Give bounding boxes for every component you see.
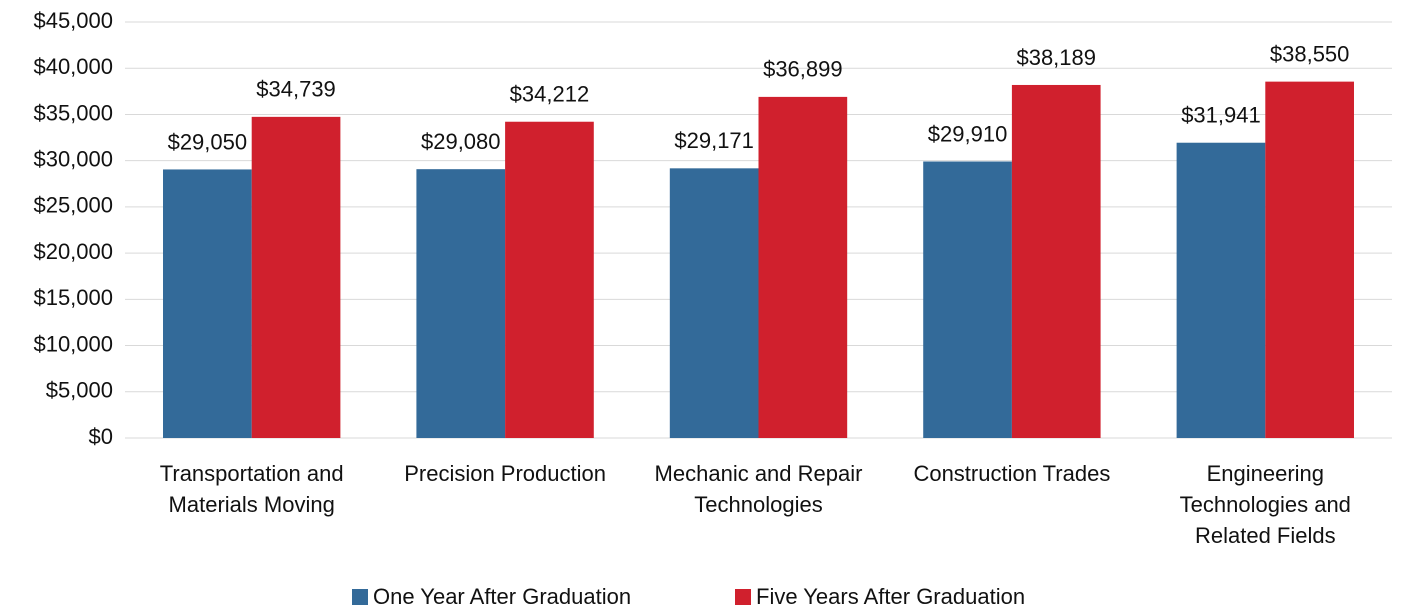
bar: [251, 116, 341, 439]
y-tick-label: $0: [89, 424, 113, 449]
legend-item: One Year After Graduation: [352, 583, 631, 608]
x-tick-label: Construction Trades: [913, 461, 1111, 486]
data-label: $29,080: [421, 129, 501, 154]
bar: [1265, 81, 1354, 439]
x-tick-label: Mechanic and Repair Technologies: [654, 461, 863, 517]
x-tick-label: Precision Production: [404, 461, 606, 486]
data-label: $29,171: [674, 128, 754, 153]
legend-swatch: [352, 589, 368, 605]
y-tick-label: $15,000: [33, 285, 113, 310]
y-tick-label: $45,000: [33, 8, 113, 33]
bar: [923, 161, 1012, 439]
bar: [505, 121, 594, 438]
data-label: $38,189: [1016, 45, 1096, 70]
legend-swatch: [735, 589, 751, 605]
data-label: $31,941: [1181, 103, 1261, 128]
data-label: $36,899: [763, 57, 843, 82]
data-label: $34,212: [510, 82, 590, 107]
legend-label: Five Years After Graduation: [756, 584, 1026, 608]
bar: [758, 96, 848, 438]
x-tick-label: Engineering Technologies and Related Fie…: [1179, 461, 1351, 548]
data-label: $29,050: [168, 129, 248, 154]
y-tick-label: $40,000: [33, 54, 113, 79]
y-tick-label: $10,000: [33, 331, 113, 356]
bar: [669, 168, 759, 438]
bar: [416, 169, 506, 438]
y-tick-label: $5,000: [46, 378, 113, 403]
y-tick-label: $35,000: [33, 100, 113, 125]
legend-item: Five Years After Graduation: [735, 583, 1025, 608]
y-tick-label: $25,000: [33, 193, 113, 218]
legend-label: One Year After Graduation: [373, 584, 632, 608]
bar: [1011, 84, 1101, 438]
bar: [1176, 142, 1266, 438]
x-tick-label: Transportation and Materials Moving: [159, 461, 344, 517]
data-label: $29,910: [928, 121, 1008, 146]
bar: [163, 169, 252, 438]
data-label: $34,739: [256, 77, 336, 102]
y-tick-label: $30,000: [33, 146, 113, 171]
data-label: $38,550: [1270, 41, 1350, 66]
y-tick-label: $20,000: [33, 239, 113, 264]
